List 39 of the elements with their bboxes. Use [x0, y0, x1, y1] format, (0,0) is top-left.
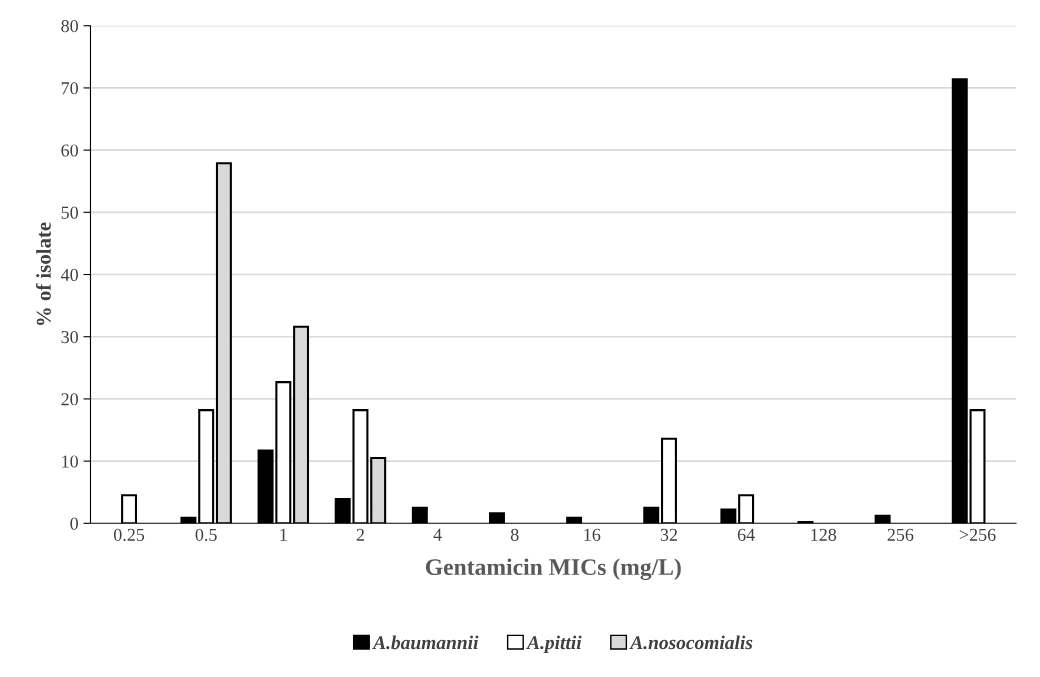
y-tick-label: 60 [61, 144, 78, 157]
legend-label: A.nosocomialis [629, 635, 753, 650]
bar [121, 494, 138, 524]
y-tick-label: 50 [61, 206, 78, 219]
y-tick-label: 10 [62, 455, 78, 468]
x-axis-title: Gentamicin MICs (mg/L) [425, 558, 681, 581]
legend-label: A.pittii [526, 635, 582, 654]
bar [720, 508, 737, 524]
bar [180, 516, 197, 524]
y-tick-label: 20 [61, 393, 78, 406]
x-tick-label: 64 [737, 528, 755, 541]
bar [661, 437, 677, 524]
bar [566, 516, 583, 524]
bar [874, 514, 891, 524]
x-tick-label: 32 [660, 528, 678, 541]
legend-label: A.baumannii [372, 635, 479, 650]
bar [411, 506, 428, 524]
x-tick-label: 128 [811, 528, 837, 541]
bar [198, 409, 215, 524]
x-tick-label: 1 [280, 528, 287, 541]
bar [951, 78, 968, 524]
x-tick-label: 0.5 [195, 528, 217, 541]
x-tick-label: >256 [959, 528, 996, 541]
y-axis-title: % of isolate [35, 222, 51, 326]
bar [643, 506, 660, 524]
y-tick-label: 30 [61, 330, 78, 344]
x-tick-label: 8 [510, 528, 519, 541]
x-tick-label: 2 [356, 528, 364, 541]
y-tick-label: 0 [70, 517, 78, 530]
x-tick-label: 16 [584, 528, 601, 541]
y-tick-label: 70 [61, 82, 78, 95]
bar [738, 494, 755, 524]
x-tick-label: 4 [433, 528, 442, 541]
bar [969, 409, 986, 524]
y-tick-label: 80 [61, 19, 78, 33]
x-tick-label: 256 [887, 528, 914, 541]
x-tick-label: 0.25 [113, 528, 145, 541]
bar [488, 512, 505, 524]
y-tick-label: 40 [60, 268, 78, 281]
